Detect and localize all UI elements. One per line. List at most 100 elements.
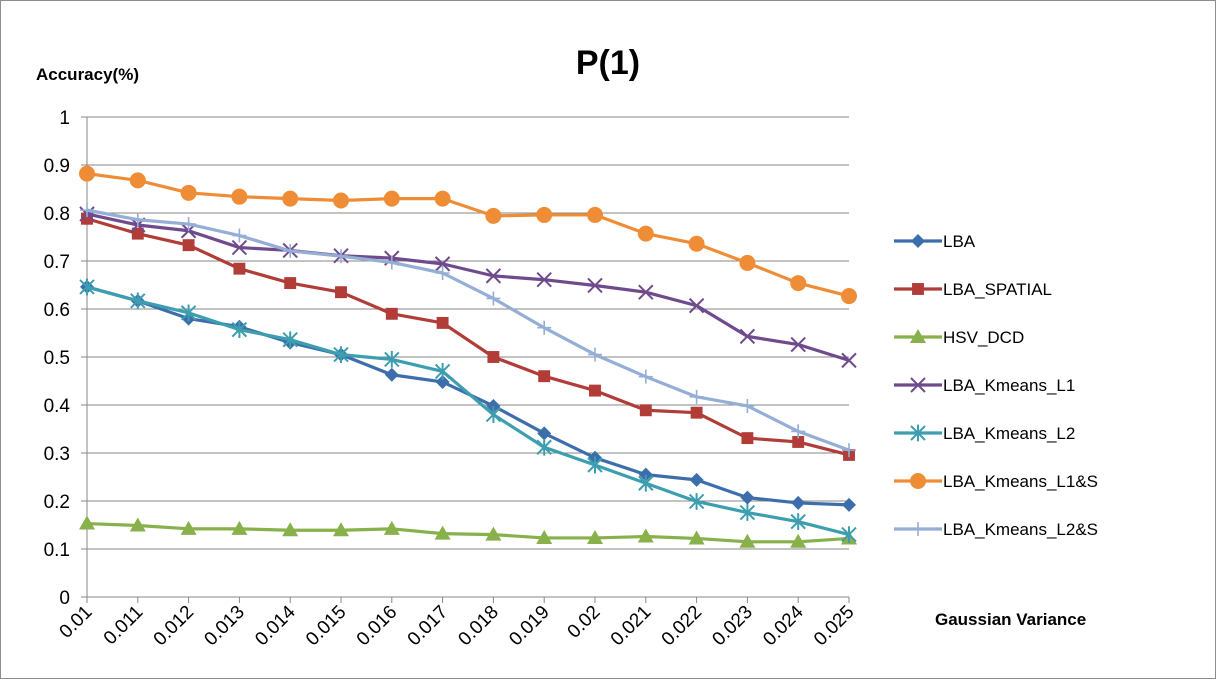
data-point — [841, 526, 857, 543]
data-point — [688, 297, 705, 314]
data-point — [739, 533, 756, 548]
data-point — [282, 522, 299, 537]
y-tick-label: 0.9 — [44, 156, 70, 177]
y-tick-label: 0.5 — [44, 348, 70, 369]
data-point — [739, 254, 756, 271]
data-point — [792, 436, 805, 448]
series-line — [86, 212, 850, 362]
y-axis-title: Accuracy(%) — [36, 65, 139, 84]
data-point — [910, 473, 926, 489]
y-tick-label: 1 — [59, 108, 70, 129]
x-tick-label: 0.021 — [607, 602, 655, 650]
data-point — [385, 307, 398, 320]
data-point — [639, 404, 652, 417]
series-lba-kmeans-l1 — [79, 206, 857, 369]
data-point — [383, 190, 400, 207]
data-point — [486, 291, 501, 306]
legend-item: LBA — [894, 232, 976, 251]
data-point — [182, 239, 195, 252]
data-point — [333, 192, 349, 209]
data-point — [911, 522, 925, 536]
data-point — [231, 239, 248, 256]
legend-label: LBA_Kmeans_L1&S — [943, 472, 1098, 491]
data-point — [689, 472, 704, 487]
data-point — [538, 370, 551, 383]
data-point — [638, 467, 653, 482]
data-point — [79, 515, 95, 530]
x-tick-label: 0.017 — [404, 602, 452, 650]
data-point — [434, 525, 451, 540]
data-point — [436, 316, 449, 329]
data-point — [485, 268, 502, 284]
y-tick-label: 0.7 — [44, 252, 70, 273]
data-point — [434, 256, 451, 272]
data-point — [537, 426, 552, 441]
data-point — [180, 184, 197, 201]
data-point — [790, 275, 807, 292]
series-line — [86, 285, 850, 537]
data-point — [284, 277, 297, 290]
x-tick-label: 0.015 — [302, 602, 350, 650]
legend-label: HSV_DCD — [943, 328, 1024, 347]
data-point — [739, 328, 756, 345]
data-point — [587, 277, 603, 294]
series-lba-kmeans-l1-s — [79, 165, 857, 305]
data-point — [282, 190, 299, 207]
legend-label: LBA_SPATIAL — [943, 280, 1052, 299]
y-tick-label: 0 — [59, 588, 70, 609]
data-point — [688, 530, 705, 545]
data-point — [638, 474, 654, 492]
data-point — [791, 424, 806, 439]
legend-item: LBA_Kmeans_L2&S — [894, 520, 1098, 539]
legend-label: LBA — [943, 232, 976, 251]
x-tick-labels: 0.01 0.011 0.012 0.013 0.014 0.015 0.016 0.017 0… — [56, 601, 859, 650]
series-lba-kmeans-l2 — [79, 278, 857, 543]
data-point — [231, 188, 248, 205]
data-point — [384, 255, 399, 270]
legend-label: LBA_Kmeans_L2 — [943, 424, 1075, 443]
y-tick-labels: 0 0.1 0.2 0.3 0.4 0.5 0.6 0.7 0.8 0.9 1 — [44, 108, 71, 609]
data-point — [688, 493, 705, 510]
series-hsv-dcd — [79, 515, 857, 548]
data-point — [231, 321, 248, 339]
data-point — [131, 227, 144, 240]
data-point — [688, 235, 705, 252]
data-point — [485, 207, 502, 224]
data-point — [129, 517, 146, 532]
data-point — [790, 336, 806, 353]
data-point — [587, 206, 603, 223]
data-point — [588, 347, 602, 362]
data-point — [79, 278, 95, 296]
data-point — [637, 225, 654, 242]
data-point — [485, 406, 502, 423]
data-point — [232, 228, 247, 243]
x-tick-label: 0.013 — [200, 602, 248, 650]
data-point — [739, 504, 756, 521]
data-point — [841, 352, 857, 369]
data-point — [589, 384, 601, 397]
series-line — [86, 172, 850, 298]
legend: LBA LBA_SPATIAL HSV_DCD LBA_Kmeans_L1 LBA_Km… — [894, 232, 1098, 539]
data-point — [741, 432, 754, 445]
x-tick-label: 0.022 — [658, 602, 706, 650]
data-point — [487, 351, 500, 363]
legend-item: HSV_DCD — [894, 328, 1024, 347]
data-point — [180, 520, 197, 535]
series-layer — [79, 165, 857, 548]
legend-item: LBA_Kmeans_L1 — [894, 376, 1075, 395]
data-point — [80, 203, 94, 218]
data-point — [841, 288, 857, 305]
data-point — [435, 374, 450, 389]
x-tick-label: 0.012 — [150, 602, 198, 650]
series-lba-spatial — [81, 212, 855, 461]
data-point — [910, 424, 926, 442]
data-point — [638, 369, 653, 384]
gridlines — [87, 116, 849, 550]
data-point — [233, 262, 246, 275]
x-tick-label: 0.024 — [759, 601, 808, 650]
x-axis-title: Gaussian Variance — [935, 610, 1086, 629]
data-point — [637, 528, 654, 543]
data-point — [791, 495, 806, 510]
